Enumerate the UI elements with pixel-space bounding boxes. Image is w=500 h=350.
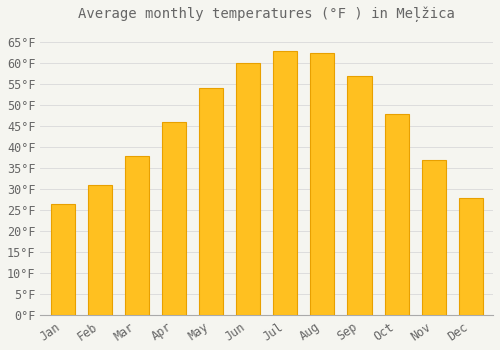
Bar xyxy=(422,160,446,315)
Bar xyxy=(50,204,74,315)
Bar xyxy=(124,156,149,315)
Bar xyxy=(162,122,186,315)
Bar xyxy=(348,76,372,315)
Title: Average monthly temperatures (°F ) in Meļžica: Average monthly temperatures (°F ) in Me… xyxy=(78,7,455,22)
Bar xyxy=(88,185,112,315)
Bar xyxy=(199,89,223,315)
Bar xyxy=(384,114,408,315)
Bar xyxy=(310,52,334,315)
Bar xyxy=(458,198,483,315)
Bar xyxy=(273,50,297,315)
Bar xyxy=(236,63,260,315)
